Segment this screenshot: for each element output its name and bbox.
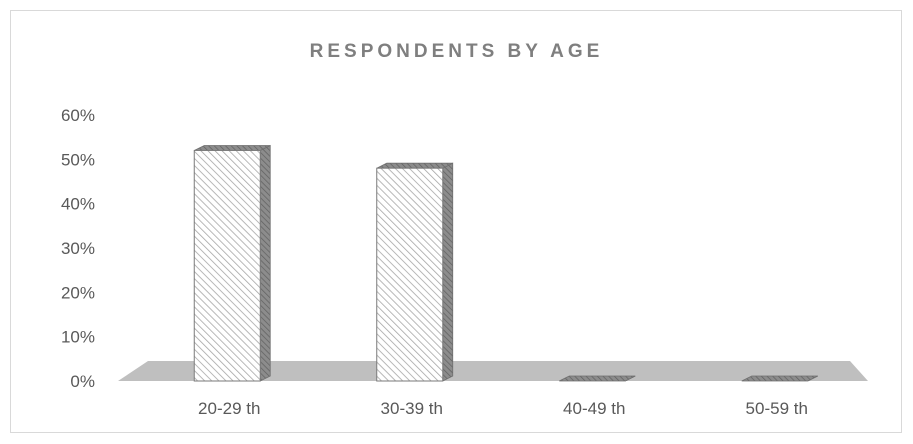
y-tick-label: 10% — [61, 328, 95, 347]
y-tick-label: 0% — [70, 372, 95, 391]
bar-top — [376, 162, 453, 169]
bar-top — [559, 375, 636, 382]
bar — [193, 144, 271, 382]
x-tick-label: 50-59 th — [746, 399, 808, 418]
bar-top — [194, 145, 271, 151]
x-tick-label: 30-39 th — [381, 399, 443, 418]
y-tick-label: 60% — [61, 106, 95, 125]
x-tick-label: 20-29 th — [198, 399, 260, 418]
x-tick-label: 40-49 th — [563, 399, 625, 418]
bar-top — [741, 375, 818, 382]
y-tick-label: 40% — [61, 195, 95, 214]
bar-front — [376, 167, 444, 382]
bar-front — [193, 149, 261, 382]
bar-side — [442, 162, 454, 382]
y-tick-label: 20% — [61, 283, 95, 302]
bar-side — [259, 144, 271, 382]
y-tick-label: 30% — [61, 239, 95, 258]
chart-floor — [118, 361, 868, 381]
bar — [559, 375, 636, 382]
y-tick-label: 50% — [61, 150, 95, 169]
bar — [741, 375, 818, 382]
bar — [376, 162, 454, 382]
chart-title: RESPONDENTS BY AGE — [309, 41, 604, 62]
